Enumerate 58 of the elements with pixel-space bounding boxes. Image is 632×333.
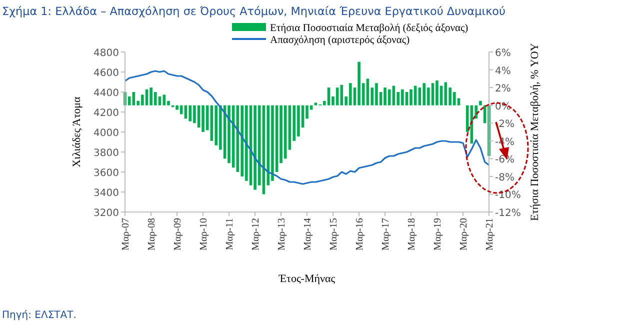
legend-label: Ετήσια Ποσοστιαία Μεταβολή (δεξιός άξονας): [270, 23, 469, 34]
x-tick-label: Μαρ-09: [172, 218, 184, 250]
bar: [228, 105, 230, 164]
bar: [340, 84, 344, 106]
y2-tick-label: 4%: [495, 66, 511, 77]
x-tick-label: Μαρ-14: [302, 218, 314, 250]
bar: [436, 80, 438, 106]
bar: [410, 89, 412, 106]
x-tick-label: Μαρ-08: [146, 218, 158, 250]
bar: [284, 105, 287, 159]
x-tick-label: Μαρ-20: [458, 218, 470, 250]
y2-tick-label: 6%: [495, 48, 511, 59]
x-tick-label: Μαρ-12: [250, 218, 262, 250]
x-tick-label: Μαρ-18: [406, 218, 418, 250]
x-tick-label: Μαρ-15: [328, 218, 340, 250]
y-tick-label: 3600: [94, 168, 119, 179]
bar: [180, 105, 183, 114]
x-tick-label: Μαρ-10: [198, 218, 210, 250]
bar: [188, 105, 192, 122]
legend-label: Απασχόληση (αριστερός άξονας): [270, 35, 410, 46]
y2-axis-title: Ετήσια Ποσοστιαία Μεταβολή, % YOY: [529, 43, 541, 221]
x-tick-label: Μαρ-16: [354, 218, 366, 250]
y2-tick-label: -8%: [495, 172, 514, 184]
bar: [479, 100, 482, 106]
y-tick-label: 4200: [94, 108, 119, 119]
line-series: [124, 70, 490, 185]
y2-tick-label: 2%: [495, 84, 511, 95]
y-tick-label: 4400: [94, 88, 119, 99]
x-tick-label: Μαρ-19: [432, 218, 444, 250]
y-tick-label: 4800: [94, 48, 119, 59]
bar: [158, 96, 162, 106]
chart-title: Σχήμα 1: Ελλάδα – Απασχόληση σε Όρους Ατόμων, Μηνιαία Έρευνα Εργατικού Δυναμικού: [2, 5, 506, 18]
y-tick-label: 3400: [94, 188, 119, 199]
y-tick-label: 4000: [94, 128, 119, 139]
text: Πηγή: ΕΛΣΤΑΤ.: [2, 310, 76, 321]
x-tick-label: Μαρ-07: [120, 218, 132, 250]
bar: [132, 92, 136, 106]
bar: [314, 102, 318, 106]
bar: [405, 92, 408, 106]
y2-tick-label: -10%: [495, 190, 521, 202]
bar: [162, 94, 166, 106]
bar: [128, 96, 131, 106]
x-axis-title: Έτος-Μήνας: [278, 273, 336, 285]
x-tick-label: Μαρ-21: [484, 218, 496, 250]
x-tick-label: Μαρ-11: [224, 218, 236, 250]
bar: [336, 88, 339, 106]
bar: [327, 88, 330, 106]
bar: [366, 78, 370, 106]
y-tick-label: 4600: [94, 68, 119, 79]
bar: [431, 83, 434, 106]
bar: [444, 82, 448, 106]
bar: [388, 89, 391, 106]
y2-tick-label: -12%: [495, 208, 521, 219]
x-tick-label: Μαρ-13: [276, 218, 288, 250]
y-tick-label: 3800: [94, 148, 119, 159]
x-tick-label: Μαρ-17: [380, 218, 392, 250]
y-axis-title: Χιλιάδες Άτομα: [71, 96, 83, 168]
y-tick-label: 3200: [94, 208, 119, 219]
